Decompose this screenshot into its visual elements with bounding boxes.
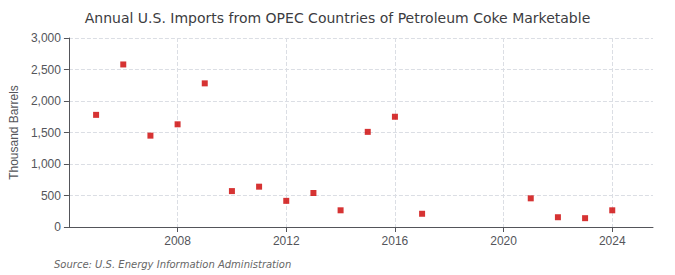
- svg-text:2012: 2012: [273, 234, 300, 248]
- svg-text:500: 500: [41, 189, 61, 203]
- svg-text:1,000: 1,000: [31, 157, 61, 171]
- svg-text:2024: 2024: [599, 234, 626, 248]
- svg-text:Annual U.S. Imports from OPEC: Annual U.S. Imports from OPEC Countries …: [85, 10, 591, 26]
- svg-text:3,000: 3,000: [31, 31, 61, 45]
- svg-text:Thousand Barrels: Thousand Barrels: [7, 85, 21, 180]
- svg-text:2008: 2008: [164, 234, 191, 248]
- svg-text:2020: 2020: [490, 234, 517, 248]
- svg-text:2016: 2016: [382, 234, 409, 248]
- svg-text:1,500: 1,500: [31, 126, 61, 140]
- svg-text:0: 0: [54, 220, 61, 234]
- svg-text:2,000: 2,000: [31, 94, 61, 108]
- svg-text:Source: U.S. Energy Informatio: Source: U.S. Energy Information Administ…: [54, 259, 291, 270]
- svg-text:2,500: 2,500: [31, 63, 61, 77]
